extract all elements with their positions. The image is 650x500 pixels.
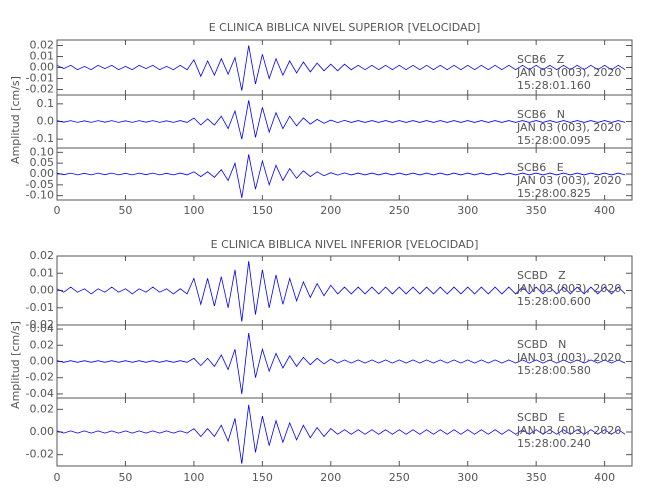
trace-time: 15:28:01.160 [517,79,591,92]
trace-date: JAN 03 (003), 2020 [516,351,621,364]
chart-title: E CLINICA BIBLICA NIVEL INFERIOR [VELOCI… [211,238,479,251]
y-tick-label: -0.02 [26,371,54,384]
y-tick-label: 0.00 [30,355,55,368]
y-tick-label: 0.1 [37,97,55,110]
trace-time: 15:28:00.580 [517,364,591,377]
x-tick-label: 0 [54,204,61,217]
trace-station: SCBD E [517,411,565,424]
y-axis-label: Amplitud [cm/s] [9,321,22,409]
waveform [56,261,626,322]
trace-date: JAN 03 (003), 2020 [516,282,621,295]
trace-station: SCB6 N [517,108,565,121]
waveform [56,154,626,198]
x-tick-label: 250 [389,204,410,217]
x-tick-label: 300 [457,471,478,484]
y-tick-label: 0.05 [30,156,55,169]
y-tick-label: 0.00 [30,284,55,297]
y-tick-label: 0.02 [30,249,55,262]
trace-date: JAN 03 (003), 2020 [516,424,621,437]
y-tick-label: 0.00 [30,167,55,180]
x-tick-label: 350 [526,204,547,217]
waveform [56,333,626,394]
x-tick-label: 100 [183,204,204,217]
y-axis-label: Amplitud [cm/s] [9,76,22,164]
waveform [56,45,626,91]
y-tick-label: -0.02 [26,448,54,461]
x-tick-label: 400 [594,471,615,484]
y-tick-label: 0.02 [30,39,55,52]
y-tick-label: -0.10 [26,189,54,202]
y-tick-label: 0.02 [30,402,55,415]
trace-date: JAN 03 (003), 2020 [516,174,621,187]
y-tick-label: -0.02 [26,318,54,331]
y-tick-label: 0.02 [30,338,55,351]
y-tick-label: -0.01 [26,301,54,314]
y-tick-label: -0.04 [26,387,54,400]
trace-station: SCBD Z [517,269,566,282]
x-tick-label: 350 [526,471,547,484]
y-tick-label: 0.01 [30,266,55,279]
x-tick-label: 150 [252,471,273,484]
y-tick-label: -0.1 [33,132,54,145]
y-tick-label: 0.00 [30,61,55,74]
chart-title: E CLINICA BIBLICA NIVEL SUPERIOR [VELOCI… [209,21,481,34]
waveform [56,100,626,140]
y-tick-label: -0.05 [26,178,54,191]
trace-time: 15:28:00.600 [517,295,591,308]
x-tick-label: 200 [320,204,341,217]
trace-station: SCBD N [517,338,566,351]
y-tick-label: 0.04 [30,322,55,335]
trace-time: 15:28:00.240 [517,437,591,450]
trace-time: 15:28:00.095 [517,134,591,147]
x-tick-label: 300 [457,204,478,217]
x-tick-label: 150 [252,204,273,217]
y-tick-label: 0.01 [30,50,55,63]
waveform [56,404,626,464]
x-tick-label: 400 [594,204,615,217]
trace-date: JAN 03 (003), 2020 [516,66,621,79]
trace-station: SCB6 Z [517,53,565,66]
x-tick-label: 200 [320,471,341,484]
x-tick-label: 50 [118,204,132,217]
y-tick-label: 0.0 [37,115,55,128]
x-tick-label: 0 [54,471,61,484]
y-tick-label: 0.00 [30,425,55,438]
x-tick-label: 50 [118,471,132,484]
x-tick-label: 250 [389,471,410,484]
trace-time: 15:28:00.825 [517,187,591,200]
y-tick-label: 0.10 [30,145,55,158]
trace-station: SCB6 E [517,161,564,174]
trace-date: JAN 03 (003), 2020 [516,121,621,134]
x-tick-label: 100 [183,471,204,484]
y-tick-label: -0.01 [26,72,54,85]
y-tick-label: -0.02 [26,83,54,96]
